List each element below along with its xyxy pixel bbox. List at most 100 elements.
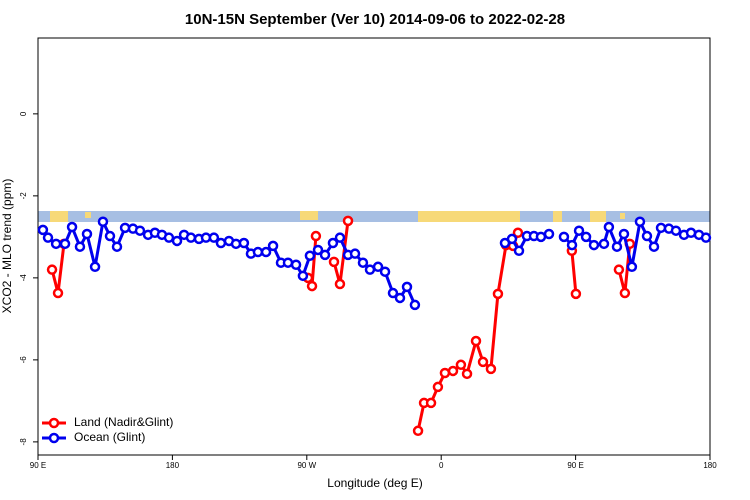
y-tick-label: -2 xyxy=(19,192,28,200)
land-mask-band xyxy=(38,211,710,222)
point xyxy=(290,259,302,270)
land-strip xyxy=(590,211,606,222)
point xyxy=(97,216,109,227)
point xyxy=(238,237,250,249)
point xyxy=(334,278,346,290)
point xyxy=(432,381,444,393)
point xyxy=(59,238,71,250)
y-tick-label: -4 xyxy=(19,274,28,282)
point xyxy=(492,288,504,300)
point xyxy=(461,368,473,380)
point xyxy=(598,238,610,250)
point xyxy=(252,246,264,258)
plot-frame xyxy=(37,37,711,456)
point xyxy=(455,359,467,371)
point xyxy=(485,363,497,375)
point xyxy=(342,215,354,227)
point xyxy=(618,228,630,240)
point xyxy=(328,256,340,268)
point xyxy=(394,292,406,304)
legend-label: Ocean (Glint) xyxy=(74,430,145,444)
land-strip xyxy=(85,212,91,218)
point xyxy=(260,246,272,258)
point xyxy=(357,257,369,268)
chart-title: 10N-15N September (Ver 10) 2014-09-06 to… xyxy=(185,11,565,28)
point xyxy=(215,237,227,249)
point xyxy=(208,232,220,243)
point xyxy=(425,397,437,409)
point xyxy=(387,287,399,299)
point xyxy=(513,245,525,257)
point xyxy=(700,232,712,243)
point xyxy=(52,287,64,299)
land-strip xyxy=(300,211,318,220)
legend-marker xyxy=(48,432,60,444)
point xyxy=(163,232,175,243)
point xyxy=(46,264,58,275)
point xyxy=(512,227,524,239)
point xyxy=(603,221,615,233)
point xyxy=(312,244,324,256)
legend-label: Land (Nadir&Glint) xyxy=(74,415,173,429)
point xyxy=(37,224,49,236)
point xyxy=(66,221,78,233)
point xyxy=(580,231,592,243)
point xyxy=(626,261,638,273)
point xyxy=(327,237,339,249)
y-tick-label: -8 xyxy=(19,438,28,446)
point xyxy=(543,228,555,240)
point xyxy=(573,225,585,236)
point xyxy=(185,232,197,243)
point xyxy=(535,231,547,243)
point xyxy=(409,299,421,311)
point xyxy=(566,239,578,251)
y-tick-label: -6 xyxy=(19,356,28,364)
point xyxy=(641,230,653,242)
point xyxy=(619,287,631,299)
point xyxy=(349,248,361,259)
land-strip xyxy=(50,211,68,222)
legend-marker xyxy=(48,417,60,429)
point xyxy=(304,250,316,261)
x-tick-label: 90 W xyxy=(297,461,316,470)
x-tick-label: 180 xyxy=(703,461,717,470)
point xyxy=(310,230,322,242)
point xyxy=(50,238,62,250)
point xyxy=(588,239,600,251)
point xyxy=(401,281,413,293)
point xyxy=(570,288,582,300)
point xyxy=(670,225,682,236)
land-strip xyxy=(418,211,520,222)
point xyxy=(42,232,54,243)
point xyxy=(477,356,489,368)
point xyxy=(134,225,146,236)
series-line xyxy=(50,220,632,432)
x-axis-label: Longitude (deg E) xyxy=(327,476,422,490)
x-tick-label: 90 E xyxy=(30,461,46,470)
land-strip xyxy=(620,213,625,219)
point xyxy=(634,216,646,227)
point xyxy=(171,235,183,247)
point xyxy=(558,231,570,243)
y-tick-label: 0 xyxy=(19,111,28,116)
x-tick-label: 90 E xyxy=(567,461,583,470)
point xyxy=(306,280,318,292)
point xyxy=(379,266,391,277)
point xyxy=(297,270,309,282)
point xyxy=(111,241,123,252)
y-axis-label: XCO2 - MLO trend (ppm) xyxy=(0,179,14,314)
point xyxy=(104,230,116,242)
point xyxy=(613,264,625,275)
point xyxy=(282,257,294,268)
point xyxy=(506,233,518,245)
land-strip xyxy=(553,211,562,222)
x-tick-label: 180 xyxy=(166,461,180,470)
point xyxy=(89,261,101,273)
point xyxy=(372,261,384,273)
point xyxy=(412,425,424,437)
point xyxy=(267,240,279,252)
point xyxy=(648,241,660,252)
point xyxy=(319,249,331,261)
point xyxy=(81,228,93,240)
